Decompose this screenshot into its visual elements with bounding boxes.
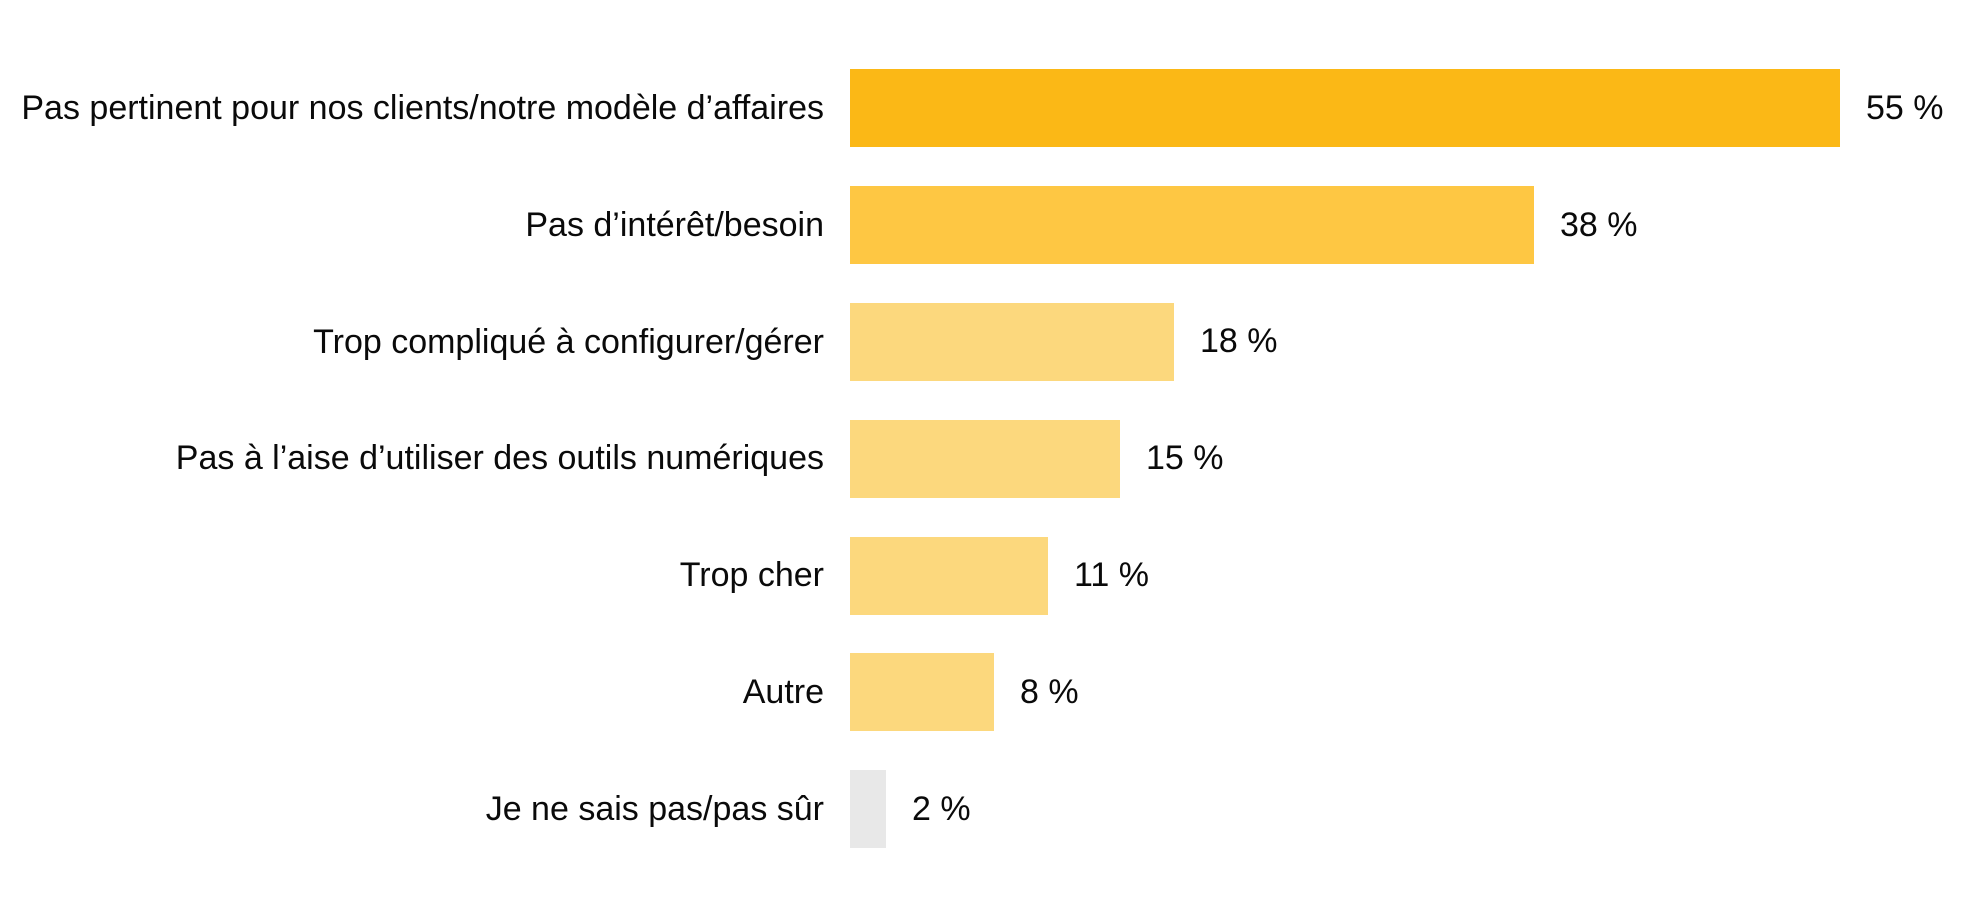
bar-cell: 2 % (850, 770, 1980, 849)
bar (850, 770, 886, 849)
bar (850, 419, 1120, 498)
category-label: Pas pertinent pour nos clients/notre mod… (21, 88, 824, 127)
bar (850, 653, 994, 732)
chart-row: Trop cher 11 % (0, 517, 1980, 634)
bar (850, 69, 1840, 148)
chart-row: Je ne sais pas/pas sûr 2 % (0, 751, 1980, 868)
bar-cell: 18 % (850, 302, 1980, 381)
category-label-cell: Trop cher (0, 553, 824, 598)
category-label-cell: Je ne sais pas/pas sûr (0, 787, 824, 832)
category-label: Trop cher (679, 556, 824, 595)
category-label: Trop compliqué à configurer/gérer (313, 322, 824, 361)
bar-cell: 8 % (850, 653, 1980, 732)
category-label-cell: Trop compliqué à configurer/gérer (0, 320, 824, 365)
bar-cell: 38 % (850, 186, 1980, 265)
value-label: 55 % (1866, 88, 1944, 127)
category-label-cell: Pas d’intérêt/besoin (0, 203, 824, 248)
category-label-cell: Pas à l’aise d’utiliser des outils numér… (0, 436, 824, 481)
category-label: Je ne sais pas/pas sûr (485, 789, 824, 828)
category-label-cell: Autre (0, 670, 824, 715)
bar-cell: 15 % (850, 419, 1980, 498)
value-label: 11 % (1074, 556, 1149, 595)
bar (850, 186, 1534, 265)
chart-row: Pas d’intérêt/besoin 38 % (0, 167, 1980, 284)
category-label: Autre (742, 672, 824, 711)
bar (850, 536, 1048, 615)
chart-row: Pas à l’aise d’utiliser des outils numér… (0, 400, 1980, 517)
chart-row: Trop compliqué à configurer/gérer 18 % (0, 284, 1980, 401)
category-label: Pas à l’aise d’utiliser des outils numér… (175, 439, 824, 478)
value-label: 15 % (1146, 439, 1224, 478)
horizontal-bar-chart: Pas pertinent pour nos clients/notre mod… (0, 50, 1980, 868)
bar-cell: 55 % (850, 69, 1980, 148)
category-label-cell: Pas pertinent pour nos clients/notre mod… (0, 86, 824, 131)
value-label: 8 % (1020, 672, 1079, 711)
value-label: 18 % (1200, 322, 1278, 361)
bar-cell: 11 % (850, 536, 1980, 615)
chart-row: Pas pertinent pour nos clients/notre mod… (0, 50, 1980, 167)
value-label: 38 % (1560, 205, 1638, 244)
chart-rows: Pas pertinent pour nos clients/notre mod… (0, 50, 1980, 868)
value-label: 2 % (912, 789, 971, 828)
bar (850, 302, 1174, 381)
chart-row: Autre 8 % (0, 634, 1980, 751)
category-label: Pas d’intérêt/besoin (525, 205, 824, 244)
